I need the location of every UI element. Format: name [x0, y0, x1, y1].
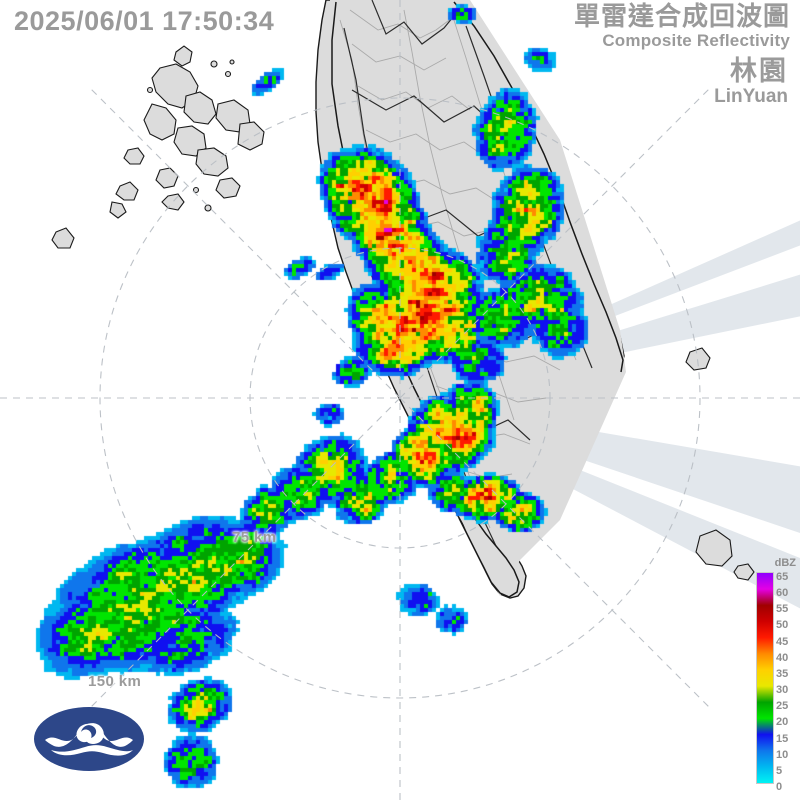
color-scale-tick: 5: [776, 764, 783, 777]
color-scale-tick: 60: [776, 587, 789, 600]
cwa-logo: [33, 706, 145, 772]
color-scale-tick: 30: [776, 684, 789, 697]
station-name-en: LinYuan: [714, 85, 788, 107]
color-scale-tick: 15: [776, 732, 789, 745]
color-scale-tick: 50: [776, 619, 789, 632]
color-scale-ticks: 65 60 55 50 45 40 35 30 25 20 15 10 5 0: [776, 566, 800, 793]
color-scale-tick: 55: [776, 603, 789, 616]
color-scale-tick: 40: [776, 651, 789, 664]
color-scale-tick: 0: [776, 781, 783, 793]
color-scale-bar: [756, 572, 774, 784]
color-scale-unit: dBZ: [774, 557, 796, 569]
color-scale-tick: 65: [776, 571, 789, 583]
color-scale-legend: dBZ 65 60 55 50 45 40 35 30 25 20 15 10 5 0: [748, 557, 800, 793]
station-name: 林園 LinYuan: [714, 58, 788, 106]
color-scale-tick: 35: [776, 667, 789, 680]
color-scale-tick: 20: [776, 716, 789, 729]
product-title-cn: 單雷達合成回波圖: [573, 2, 790, 32]
range-label-75km: 75 km: [232, 529, 277, 546]
timestamp-label: 2025/06/01 17:50:34: [14, 6, 275, 36]
color-scale-tick: 25: [776, 700, 789, 713]
range-label-150km: 150 km: [88, 673, 142, 690]
station-name-cn: 林園: [730, 56, 788, 87]
color-scale-tick: 45: [776, 635, 789, 648]
color-scale-tick: 10: [776, 748, 789, 761]
product-title-en: Composite Reflectivity: [602, 30, 790, 50]
product-title: 單雷達合成回波圖 Composite Reflectivity: [574, 4, 790, 49]
